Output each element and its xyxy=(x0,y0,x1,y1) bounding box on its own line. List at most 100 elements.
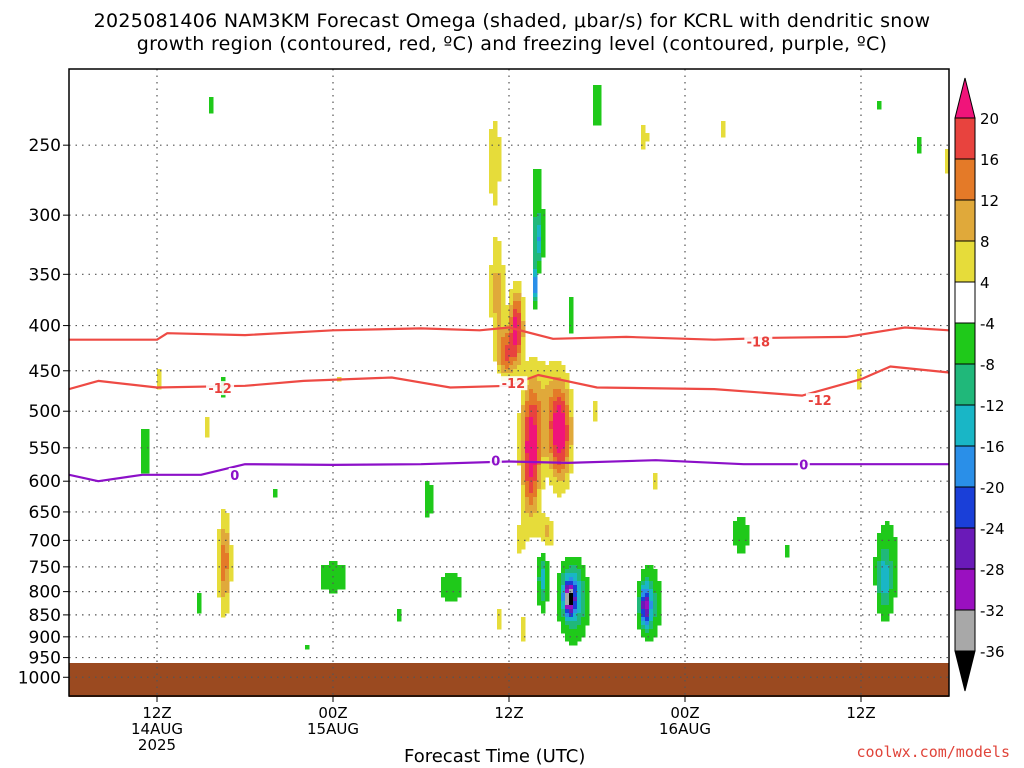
omega-cell xyxy=(641,581,646,586)
omega-cell xyxy=(885,593,890,598)
omega-cell xyxy=(493,169,498,174)
omega-cell xyxy=(521,333,526,338)
omega-cell xyxy=(525,389,530,394)
omega-cell xyxy=(529,533,534,538)
omega-cell xyxy=(541,589,546,594)
omega-cell xyxy=(565,465,570,470)
omega-cell xyxy=(597,109,602,114)
omega-cell xyxy=(513,313,518,318)
omega-cell xyxy=(565,405,570,410)
omega-cell xyxy=(501,313,506,318)
omega-cell xyxy=(593,401,598,406)
omega-cell xyxy=(541,481,546,486)
omega-cell xyxy=(573,617,578,622)
omega-cell xyxy=(561,469,566,474)
omega-cell xyxy=(493,325,498,330)
omega-cell xyxy=(537,221,542,226)
omega-cell xyxy=(593,105,598,110)
omega-cell xyxy=(553,405,558,410)
omega-cell xyxy=(521,297,526,302)
omega-cell xyxy=(577,625,582,630)
omega-cell xyxy=(221,393,226,398)
omega-cell xyxy=(445,577,450,582)
omega-cell xyxy=(497,173,502,178)
omega-cell xyxy=(645,137,650,142)
omega-cell xyxy=(533,209,538,214)
omega-cell xyxy=(881,541,886,546)
omega-cell xyxy=(457,593,462,598)
omega-cell xyxy=(525,457,530,462)
omega-cell xyxy=(593,409,598,414)
omega-cell xyxy=(541,457,546,462)
omega-cell xyxy=(917,141,922,146)
omega-cell xyxy=(145,457,150,462)
omega-cell xyxy=(877,601,882,606)
omega-cell xyxy=(561,421,566,426)
omega-cell xyxy=(537,405,542,410)
omega-cell xyxy=(493,329,498,334)
omega-cell xyxy=(513,305,518,310)
colorbar-swatch xyxy=(954,609,976,652)
omega-cell xyxy=(541,413,546,418)
omega-cell xyxy=(221,545,226,550)
omega-cell xyxy=(217,581,222,586)
omega-cell xyxy=(645,609,650,614)
omega-cell xyxy=(549,453,554,458)
omega-cell xyxy=(569,581,574,586)
omega-cell xyxy=(205,433,210,438)
omega-cell xyxy=(565,421,570,426)
omega-cell xyxy=(553,385,558,390)
omega-cell xyxy=(529,517,534,522)
omega-cell xyxy=(553,421,558,426)
omega-cell xyxy=(877,537,882,542)
omega-cell xyxy=(561,465,566,470)
contour-label: -12 xyxy=(502,377,526,392)
omega-cell xyxy=(225,561,230,566)
omega-cell xyxy=(857,369,862,374)
omega-cell xyxy=(501,329,506,334)
omega-cell xyxy=(885,569,890,574)
omega-cell xyxy=(877,605,882,610)
omega-cell xyxy=(645,577,650,582)
omega-cell xyxy=(521,425,526,430)
omega-cell xyxy=(529,357,534,362)
omega-cell xyxy=(565,397,570,402)
omega-cell xyxy=(537,393,542,398)
omega-cell xyxy=(517,417,522,422)
omega-cell xyxy=(501,285,506,290)
omega-cell xyxy=(529,425,534,430)
omega-cell xyxy=(529,429,534,434)
omega-cell xyxy=(141,441,146,446)
omega-cell xyxy=(453,585,458,590)
omega-cell xyxy=(593,93,598,98)
omega-cell xyxy=(553,489,558,494)
omega-cell xyxy=(489,273,494,278)
omega-cell xyxy=(569,465,574,470)
omega-cell xyxy=(489,181,494,186)
omega-cell xyxy=(545,589,550,594)
omega-cell xyxy=(569,393,574,398)
omega-cell xyxy=(541,449,546,454)
omega-cell xyxy=(549,401,554,406)
omega-cell xyxy=(785,545,790,550)
omega-cell xyxy=(577,565,582,570)
omega-cell xyxy=(545,425,550,430)
omega-cell xyxy=(569,321,574,326)
omega-cell xyxy=(497,289,502,294)
omega-cell xyxy=(521,401,526,406)
omega-cell xyxy=(225,525,230,530)
omega-cell xyxy=(557,457,562,462)
omega-cell xyxy=(545,525,550,530)
omega-cell xyxy=(545,381,550,386)
omega-cell xyxy=(217,569,222,574)
omega-cell xyxy=(649,585,654,590)
omega-cell xyxy=(645,565,650,570)
omega-cell xyxy=(425,489,430,494)
omega-cell xyxy=(225,585,230,590)
omega-cell xyxy=(569,401,574,406)
omega-cell xyxy=(641,601,646,606)
omega-cell xyxy=(889,561,894,566)
omega-cell xyxy=(569,453,574,458)
omega-cell xyxy=(553,469,558,474)
